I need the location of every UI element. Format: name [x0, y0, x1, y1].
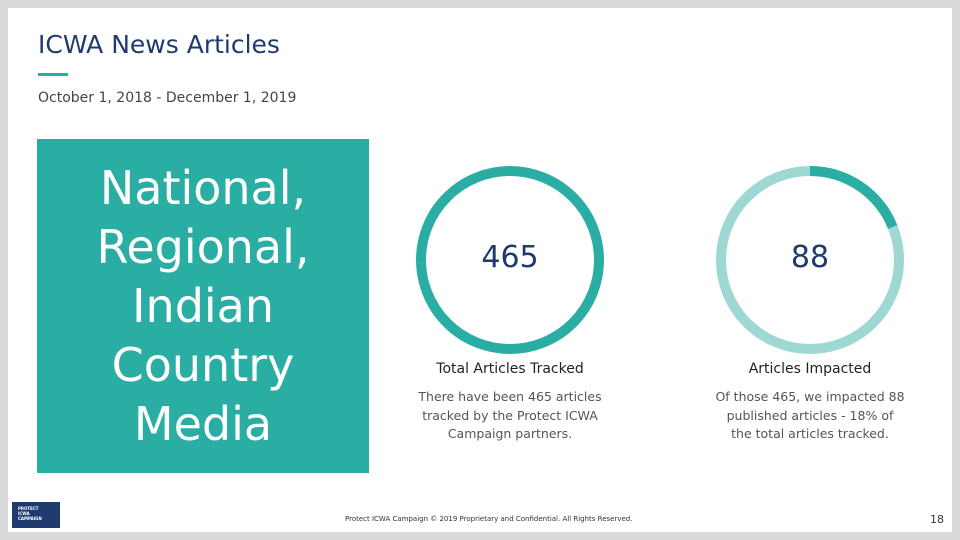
slide: ICWA News Articles October 1, 2018 - Dec… — [8, 8, 952, 532]
panel-line: National, — [99, 160, 307, 215]
panel-line: Country — [111, 337, 295, 392]
logo-line: ICWA — [18, 511, 30, 516]
panel-line: Indian — [131, 278, 275, 333]
stat-label: Articles Impacted — [748, 361, 872, 377]
panel-line: Regional, — [96, 219, 310, 274]
stat-label: Total Articles Tracked — [436, 361, 584, 377]
stat-value: 88 — [790, 240, 830, 275]
ring-arc — [416, 166, 604, 354]
panel-line: Media — [133, 396, 273, 451]
title-rule — [38, 73, 68, 76]
logo: PROTECT ICWA CAMPAIGN — [12, 502, 60, 528]
logo-line: PROTECT — [18, 506, 39, 511]
rings — [416, 166, 904, 354]
stat-value: 465 — [481, 240, 539, 275]
ring-arc — [716, 166, 904, 354]
page-number: 18 — [930, 513, 944, 526]
stat-description: Of those 465, we impacted 88 published a… — [715, 389, 905, 441]
stat-description: There have been 465 articles tracked by … — [418, 389, 602, 441]
logo-line: CAMPAIGN — [18, 516, 42, 521]
footer-notice: Protect ICWA Campaign © 2019 Proprietary… — [345, 515, 633, 523]
panel: National, Regional, Indian Country Media — [37, 139, 369, 473]
subtitle: October 1, 2018 - December 1, 2019 — [38, 90, 297, 106]
title: ICWA News Articles — [38, 30, 280, 59]
